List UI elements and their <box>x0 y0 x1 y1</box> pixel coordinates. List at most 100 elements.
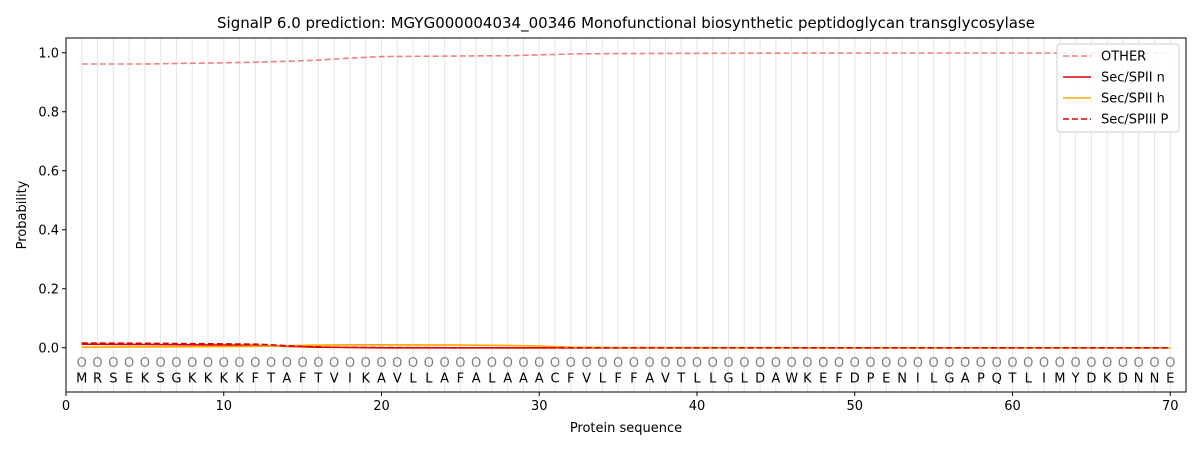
residue-letter: D <box>1086 371 1096 386</box>
region-marker: O <box>1102 356 1112 371</box>
region-marker: O <box>1070 356 1080 371</box>
residue-letter: M <box>76 371 87 386</box>
residue-letter: A <box>645 371 654 386</box>
plot-frame <box>65 37 1187 393</box>
residue-letter: A <box>440 371 449 386</box>
residue-letter: E <box>125 371 133 386</box>
residue-letter: F <box>299 371 306 386</box>
residue-letter: L <box>709 371 717 386</box>
region-marker: O <box>865 356 875 371</box>
region-marker: O <box>897 356 907 371</box>
residue-letter: N <box>1134 371 1144 386</box>
region-marker: O <box>345 356 355 371</box>
residue-letter: T <box>676 371 685 386</box>
residue-letter: N <box>897 371 907 386</box>
residue-letter: K <box>188 371 197 386</box>
residue-letter: K <box>141 371 150 386</box>
region-marker: O <box>708 356 718 371</box>
residue-letter: L <box>741 371 749 386</box>
region-marker: O <box>1039 356 1049 371</box>
sequence-grid-lines <box>81 38 1171 392</box>
residue-letter: P <box>867 371 875 386</box>
region-marker: O <box>755 356 765 371</box>
residue-letter: K <box>235 371 244 386</box>
residue-letter: K <box>1103 371 1112 386</box>
region-marker: O <box>140 356 150 371</box>
region-marker: O <box>566 356 576 371</box>
region-marker: O <box>739 356 749 371</box>
region-marker: O <box>1055 356 1065 371</box>
residue-letter: I <box>916 371 920 386</box>
region-marker: O <box>234 356 244 371</box>
region-marker: O <box>471 356 481 371</box>
region-marker: O <box>944 356 954 371</box>
region-marker: O <box>439 356 449 371</box>
region-marker: O <box>298 356 308 371</box>
residue-letter: V <box>330 371 339 386</box>
region-marker: O <box>503 356 513 371</box>
residue-letter: F <box>835 371 842 386</box>
region-marker: O <box>376 356 386 371</box>
region-marker: O <box>408 356 418 371</box>
region-marker: O <box>487 356 497 371</box>
region-marker: O <box>597 356 607 371</box>
residue-letter: E <box>1166 371 1174 386</box>
region-marker: O <box>581 356 591 371</box>
region-marker: O <box>802 356 812 371</box>
region-marker: O <box>976 356 986 371</box>
residue-letter: W <box>785 371 798 386</box>
region-marker: O <box>250 356 260 371</box>
legend-box <box>1056 43 1180 133</box>
y-tick-label: 0.4 <box>38 223 59 238</box>
region-marker: O <box>329 356 339 371</box>
residue-letter: E <box>819 371 827 386</box>
region-marker: O <box>660 356 670 371</box>
region-marker: O <box>1007 356 1017 371</box>
residue-letter: A <box>377 371 386 386</box>
region-marker: O <box>834 356 844 371</box>
residue-letter: A <box>282 371 291 386</box>
residue-letter: I <box>348 371 352 386</box>
y-tick-label: 0.8 <box>38 105 59 120</box>
residue-letter: Q <box>992 371 1002 386</box>
residue-letter: E <box>882 371 890 386</box>
residue-letter: R <box>93 371 102 386</box>
region-marker: O <box>1023 356 1033 371</box>
x-tick-label: 40 <box>689 399 706 414</box>
residue-letter: L <box>930 371 938 386</box>
residue-letter: F <box>457 371 464 386</box>
series-line-3 <box>81 342 1171 349</box>
residue-letter: M <box>1054 371 1065 386</box>
x-tick-label: 50 <box>846 399 863 414</box>
residue-letter: A <box>503 371 512 386</box>
x-tick-label: 10 <box>215 399 232 414</box>
region-marker: O <box>771 356 781 371</box>
residue-letter: G <box>171 371 181 386</box>
y-tick-label: 0.2 <box>38 282 59 297</box>
sequence-layer: OMOROSOEOKOSOGOKOKOKOKOFOTOAOFOTOVOIOKOA… <box>76 356 1175 386</box>
region-marker: O <box>881 356 891 371</box>
residue-letter: V <box>393 371 402 386</box>
region-marker: O <box>723 356 733 371</box>
x-tick-label: 70 <box>1162 399 1179 414</box>
x-tick-label: 20 <box>373 399 390 414</box>
residue-letter: Y <box>1071 371 1080 386</box>
region-marker: O <box>108 356 118 371</box>
region-marker: O <box>913 356 923 371</box>
region-marker: O <box>1118 356 1128 371</box>
region-marker: O <box>219 356 229 371</box>
region-marker: O <box>613 356 623 371</box>
region-marker: O <box>992 356 1002 371</box>
series-line-2 <box>81 343 1171 349</box>
legend-label: OTHER <box>1101 50 1146 65</box>
region-marker: O <box>645 356 655 371</box>
x-axis-ticks: 0 10 20 30 40 50 60 70 <box>62 392 1179 414</box>
residue-letter: G <box>723 371 733 386</box>
residue-letter: V <box>661 371 670 386</box>
residue-letter: L <box>409 371 417 386</box>
residue-letter: L <box>425 371 433 386</box>
residue-letter: K <box>803 371 812 386</box>
residue-letter: F <box>614 371 621 386</box>
region-marker: O <box>266 356 276 371</box>
